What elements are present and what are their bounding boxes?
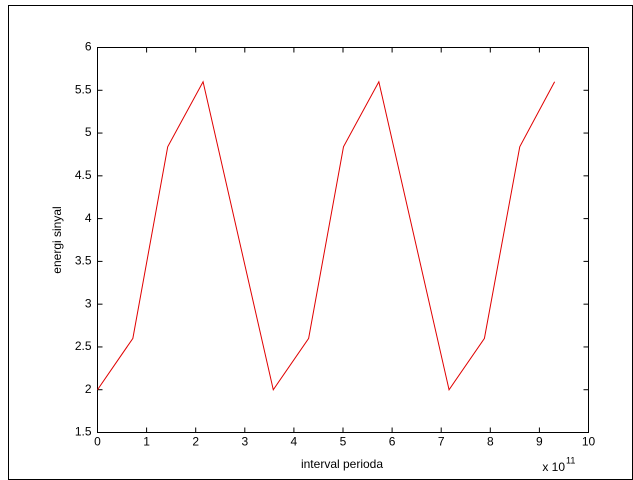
y-tick-label: 2 bbox=[85, 382, 92, 396]
y-tick-label: 4 bbox=[85, 211, 92, 225]
x-tick-label: 1 bbox=[143, 435, 150, 449]
y-tick-label: 4.5 bbox=[75, 168, 92, 182]
x-tick-label: 2 bbox=[192, 435, 199, 449]
x-tick-label: 6 bbox=[389, 435, 396, 449]
x-multiplier-exponent: 11 bbox=[566, 455, 575, 465]
y-tick-label: 6 bbox=[85, 40, 92, 54]
y-tick-label: 2.5 bbox=[75, 339, 92, 353]
x-tick-label: 4 bbox=[291, 435, 298, 449]
x-tick-label: 3 bbox=[241, 435, 248, 449]
x-axis-label: interval perioda bbox=[301, 457, 383, 471]
y-axis-label: energi sinyal bbox=[50, 206, 64, 273]
y-tick-label: 3 bbox=[85, 296, 92, 310]
y-tick-label: 3.5 bbox=[75, 254, 92, 268]
y-tick-label: 5 bbox=[85, 125, 92, 139]
x-tick-label: 9 bbox=[536, 435, 543, 449]
x-tick-label: 0 bbox=[94, 435, 101, 449]
axes-box bbox=[97, 47, 589, 433]
data-line bbox=[97, 80, 556, 391]
y-tick-label: 1.5 bbox=[75, 425, 92, 439]
x-tick-label: 5 bbox=[340, 435, 347, 449]
x-tick-label: 7 bbox=[438, 435, 445, 449]
x-tick-label: 8 bbox=[487, 435, 494, 449]
x-tick-label: 10 bbox=[582, 435, 596, 449]
y-tick-label: 5.5 bbox=[75, 82, 92, 96]
x-multiplier-base: x 10 bbox=[542, 460, 565, 474]
